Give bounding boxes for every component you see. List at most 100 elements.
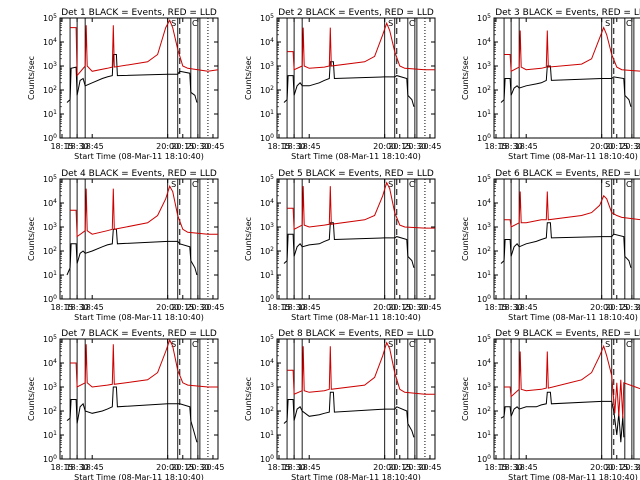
y-tick-label: 104 xyxy=(477,37,491,47)
y-tick-label: 105 xyxy=(43,13,57,23)
series-line-lld xyxy=(504,26,640,73)
series-line-lld xyxy=(287,21,435,71)
y-axis-label: Counts/sec xyxy=(27,217,36,261)
y-tick-label: 105 xyxy=(477,174,491,184)
plot-frame xyxy=(493,338,640,460)
y-tick-label: 102 xyxy=(43,246,57,256)
series-line-events xyxy=(500,222,632,268)
x-tick-label: 18:45 xyxy=(81,303,104,312)
chart-panel-5: Det 5 BLACK = Events, RED = LLD 100 101 102… xyxy=(244,169,441,322)
y-tick-label: 103 xyxy=(43,61,57,71)
x-tick-label: 20:15 xyxy=(388,142,411,151)
x-tick-label: 20:00 xyxy=(590,142,613,151)
plot-frame xyxy=(59,178,219,300)
y-tick-label: 100 xyxy=(477,294,491,304)
x-tick-label: 20:00 xyxy=(373,142,396,151)
x-tick-label: 20:45 xyxy=(635,303,640,312)
x-tick-label: 20:30 xyxy=(186,303,209,312)
series-line-lld xyxy=(70,338,218,388)
x-tick-label: 20:00 xyxy=(156,463,179,472)
y-axis-label: Counts/sec xyxy=(461,217,470,261)
series-line-events xyxy=(283,391,415,438)
y-axis-label: Counts/sec xyxy=(27,377,36,421)
x-tick-label: 20:15 xyxy=(171,142,194,151)
y-tick-label: 104 xyxy=(43,37,57,47)
y-tick-label: 103 xyxy=(43,222,57,232)
x-tick-label: 18:15 xyxy=(484,303,507,312)
y-tick-label: 100 xyxy=(477,454,491,464)
y-tick-label: 104 xyxy=(477,358,491,368)
y-tick-label: 100 xyxy=(260,454,274,464)
chart-panel-6: Det 6 BLACK = Events, RED = LLD 100 101 102… xyxy=(461,169,640,322)
x-tick-label: 18:15 xyxy=(267,142,290,151)
x-axis-label: Start Time (08-Mar-11 18:10:40) xyxy=(508,152,638,161)
x-tick-label: 20:30 xyxy=(403,303,426,312)
y-tick-label: 105 xyxy=(477,334,491,344)
annotation-s: S xyxy=(605,340,610,349)
series-line-lld xyxy=(504,344,640,419)
y-tick-label: 102 xyxy=(477,85,491,95)
x-tick-label: 20:45 xyxy=(635,142,640,151)
plot-frame xyxy=(59,338,219,460)
x-tick-label: 20:15 xyxy=(388,303,411,312)
x-tick-label: 20:15 xyxy=(605,142,628,151)
annotation-s: S xyxy=(388,340,393,349)
x-tick-label: 18:15 xyxy=(50,463,73,472)
annotation-s: S xyxy=(171,19,176,28)
y-tick-label: 102 xyxy=(43,406,57,416)
x-tick-label: 20:15 xyxy=(605,303,628,312)
chart-panel-4: Det 4 BLACK = Events, RED = LLD 100 101 102… xyxy=(27,169,224,322)
x-tick-label: 20:45 xyxy=(418,142,441,151)
y-axis-label: Counts/sec xyxy=(244,217,253,261)
y-tick-label: 103 xyxy=(477,222,491,232)
chart-title: Det 6 BLACK = Events, RED = LLD xyxy=(495,169,640,179)
y-tick-label: 100 xyxy=(477,133,491,143)
x-tick-label: 18:30 xyxy=(500,142,523,151)
y-tick-label: 105 xyxy=(260,13,274,23)
x-axis-label: Start Time (08-Mar-11 18:10:40) xyxy=(291,473,421,480)
chart-panel-3: Det 3 BLACK = Events, RED = LLD 100 101 102… xyxy=(461,8,640,161)
x-tick-label: 18:30 xyxy=(283,463,306,472)
y-tick-label: 104 xyxy=(477,198,491,208)
x-tick-label: 18:15 xyxy=(267,463,290,472)
series-line-lld xyxy=(287,341,435,395)
x-tick-label: 20:30 xyxy=(186,463,209,472)
x-tick-label: 18:45 xyxy=(81,142,104,151)
x-tick-label: 20:30 xyxy=(403,142,426,151)
y-tick-label: 102 xyxy=(260,85,274,95)
y-tick-label: 101 xyxy=(477,109,491,119)
x-axis-label: Start Time (08-Mar-11 18:10:40) xyxy=(508,313,638,322)
y-tick-label: 102 xyxy=(43,85,57,95)
series-line-events xyxy=(283,61,415,107)
x-tick-label: 20:30 xyxy=(620,303,640,312)
annotation-c: C xyxy=(626,340,632,349)
y-tick-label: 103 xyxy=(477,382,491,392)
x-axis-label: Start Time (08-Mar-11 18:10:40) xyxy=(291,313,421,322)
x-axis-label: Start Time (08-Mar-11 18:10:40) xyxy=(508,473,638,480)
plot-frame xyxy=(276,17,436,139)
y-axis-label: Counts/sec xyxy=(244,56,253,100)
x-tick-label: 18:30 xyxy=(500,463,523,472)
y-tick-label: 101 xyxy=(43,109,57,119)
x-tick-label: 18:30 xyxy=(66,142,89,151)
series-line-events xyxy=(283,222,415,268)
y-tick-label: 100 xyxy=(43,294,57,304)
y-axis-label: Counts/sec xyxy=(27,56,36,100)
x-tick-label: 18:45 xyxy=(515,463,538,472)
annotation-s: S xyxy=(171,180,176,189)
x-tick-label: 20:45 xyxy=(418,463,441,472)
x-tick-label: 20:30 xyxy=(186,142,209,151)
y-tick-label: 101 xyxy=(260,109,274,119)
x-tick-label: 18:45 xyxy=(81,463,104,472)
y-tick-label: 105 xyxy=(260,174,274,184)
chart-panel-9: Det 9 BLACK = Events, RED = LLD 100 101 102… xyxy=(461,329,640,480)
x-axis-label: Start Time (08-Mar-11 18:10:40) xyxy=(74,473,204,480)
chart-title: Det 1 BLACK = Events, RED = LLD xyxy=(61,8,217,18)
plot-frame xyxy=(493,178,640,300)
y-tick-label: 105 xyxy=(477,13,491,23)
y-tick-label: 101 xyxy=(43,270,57,280)
x-tick-label: 18:45 xyxy=(298,142,321,151)
annotation-c: C xyxy=(409,19,415,28)
x-tick-label: 18:45 xyxy=(298,303,321,312)
x-tick-label: 18:45 xyxy=(515,303,538,312)
